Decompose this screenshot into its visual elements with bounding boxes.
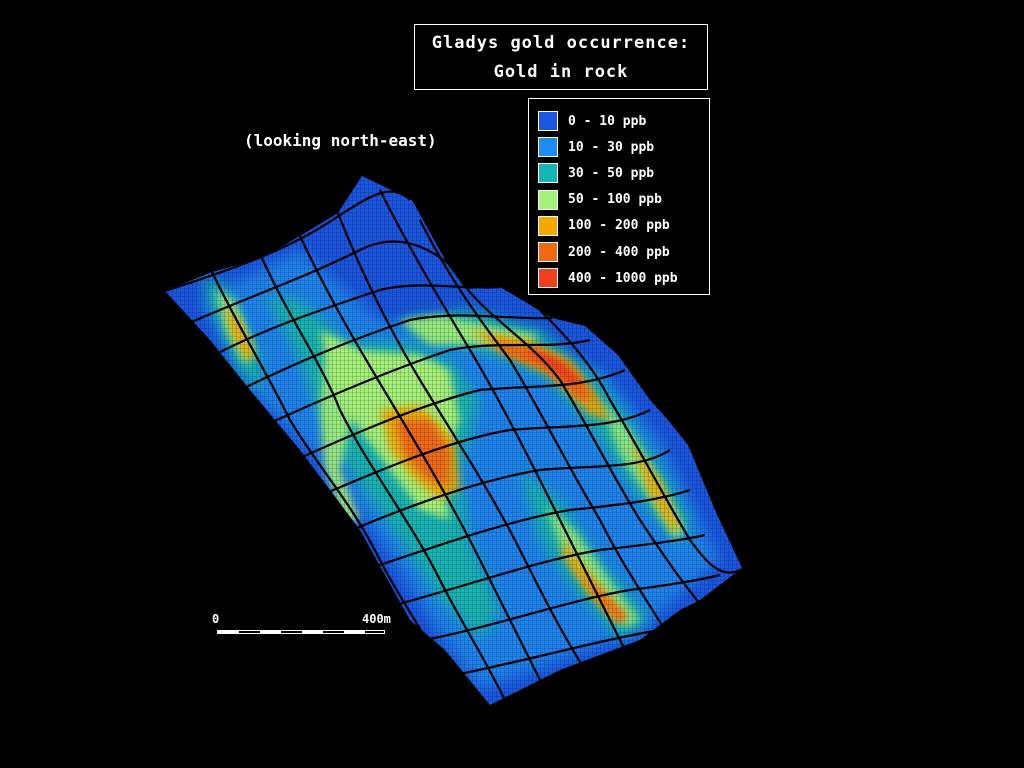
legend-item: 200 - 400 ppb [529, 239, 709, 265]
legend-item: 30 - 50 ppb [529, 160, 709, 186]
legend-label: 400 - 1000 ppb [568, 270, 678, 286]
legend-swatch [538, 189, 558, 210]
view-direction-note: (looking north-east) [244, 131, 437, 150]
legend-swatch [538, 268, 558, 289]
title-line-1: Gladys gold occurrence: [431, 33, 691, 53]
legend-swatch [538, 215, 558, 236]
legend-swatch [538, 163, 558, 184]
legend-item: 0 - 10 ppb [529, 108, 709, 134]
scale-bar-end-label: 400m [362, 612, 391, 626]
legend-label: 10 - 30 ppb [568, 139, 655, 155]
map-title: Gladys gold occurrence: Gold in rock [414, 24, 708, 90]
legend-item: 50 - 100 ppb [529, 187, 709, 213]
legend-swatch [538, 111, 558, 132]
legend-item: 10 - 30 ppb [529, 134, 709, 160]
scale-bar [217, 630, 385, 634]
legend-label: 30 - 50 ppb [568, 165, 655, 181]
legend-label: 0 - 10 ppb [568, 113, 647, 129]
legend: 0 - 10 ppb 10 - 30 ppb 30 - 50 ppb 50 - … [528, 98, 710, 295]
legend-item: 100 - 200 ppb [529, 213, 709, 239]
scale-bar-start-label: 0 [212, 612, 220, 626]
legend-label: 200 - 400 ppb [568, 244, 670, 260]
legend-swatch [538, 242, 558, 263]
surface-grid-lines [165, 189, 741, 701]
title-line-2: Gold in rock [493, 62, 629, 82]
legend-label: 100 - 200 ppb [568, 218, 670, 234]
legend-item: 400 - 1000 ppb [529, 265, 709, 291]
legend-label: 50 - 100 ppb [568, 192, 662, 208]
legend-swatch [538, 137, 558, 158]
